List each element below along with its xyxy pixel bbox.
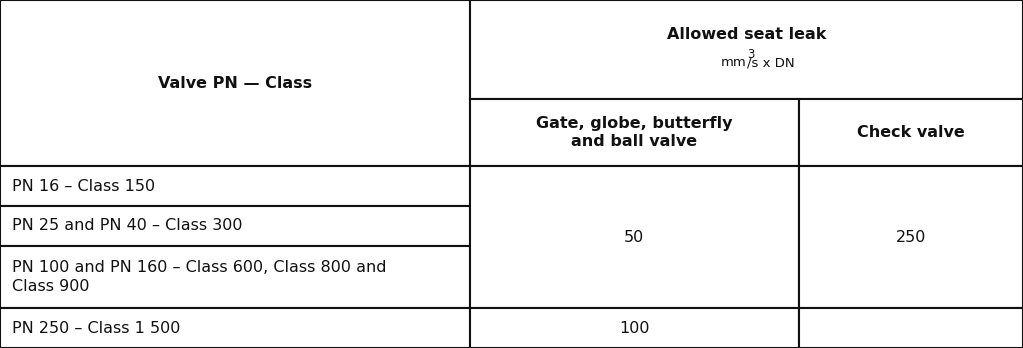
Text: 50: 50: [624, 230, 644, 245]
Text: PN 25 and PN 40 – Class 300: PN 25 and PN 40 – Class 300: [12, 219, 242, 234]
Text: PN 16 – Class 150: PN 16 – Class 150: [12, 179, 155, 193]
Text: 3: 3: [747, 48, 755, 61]
FancyBboxPatch shape: [0, 308, 470, 348]
Text: mm: mm: [720, 56, 747, 69]
Text: PN 100 and PN 160 – Class 600, Class 800 and
Class 900: PN 100 and PN 160 – Class 600, Class 800…: [12, 260, 387, 294]
Text: PN 250 – Class 1 500: PN 250 – Class 1 500: [12, 321, 181, 335]
FancyBboxPatch shape: [799, 166, 1023, 308]
Text: /s x DN: /s x DN: [747, 56, 795, 69]
FancyBboxPatch shape: [0, 206, 470, 246]
FancyBboxPatch shape: [470, 0, 1023, 99]
FancyBboxPatch shape: [799, 308, 1023, 348]
FancyBboxPatch shape: [799, 99, 1023, 166]
Text: Allowed seat leak: Allowed seat leak: [667, 27, 826, 42]
FancyBboxPatch shape: [470, 308, 799, 348]
Text: 250: 250: [896, 230, 926, 245]
Text: Check valve: Check valve: [857, 125, 965, 140]
FancyBboxPatch shape: [0, 246, 470, 308]
FancyBboxPatch shape: [0, 0, 470, 166]
Text: Gate, globe, butterfly
and ball valve: Gate, globe, butterfly and ball valve: [536, 116, 732, 149]
Text: Valve PN — Class: Valve PN — Class: [158, 76, 312, 90]
FancyBboxPatch shape: [470, 99, 799, 166]
FancyBboxPatch shape: [470, 166, 799, 308]
Text: 100: 100: [619, 321, 650, 335]
FancyBboxPatch shape: [0, 166, 470, 206]
